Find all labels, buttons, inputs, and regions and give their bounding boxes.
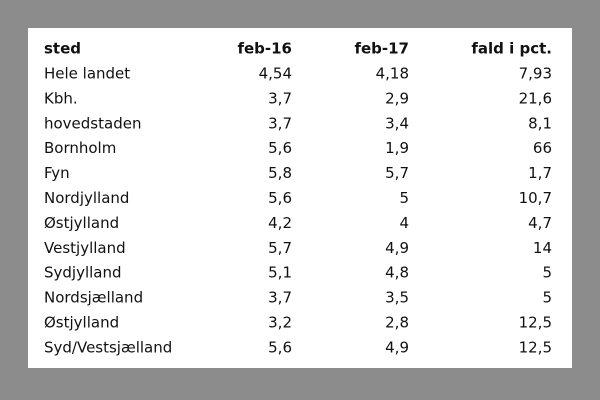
table-cell: 21,6 [519, 89, 552, 107]
table-cell: Nordsjælland [44, 289, 143, 307]
table-cell: Hele landet [44, 65, 130, 83]
table-cell: 5,6 [268, 139, 292, 157]
table-cell: 12,5 [519, 338, 552, 356]
table-cell: 12,5 [519, 314, 552, 332]
table-cell: 7,93 [519, 65, 552, 83]
table-cell: 4,9 [385, 338, 409, 356]
header-cell: feb-16 [237, 40, 292, 58]
table-cell: 5 [542, 264, 552, 282]
table-cell: 4,18 [376, 65, 409, 83]
table-cell: Østjylland [44, 214, 119, 232]
table-cell: 8,1 [528, 114, 552, 132]
table-cell: 5 [399, 189, 409, 207]
table-cell: 5,7 [268, 239, 292, 257]
table-cell: 5,8 [268, 164, 292, 182]
table-cell: Nordjylland [44, 189, 129, 207]
table-cell: Østjylland [44, 314, 119, 332]
table-cell: Kbh. [44, 89, 78, 107]
table-cell: 2,9 [385, 89, 409, 107]
table-cell: hovedstaden [44, 114, 141, 132]
table-cell: 66 [533, 139, 552, 157]
header-cell: feb-17 [354, 40, 409, 58]
table-cell: 3,4 [385, 114, 409, 132]
table-cell: 1,7 [528, 164, 552, 182]
table-cell: 2,8 [385, 314, 409, 332]
table-cell: Sydjylland [44, 264, 122, 282]
table-cell: 14 [533, 239, 552, 257]
table-cell: 3,2 [268, 314, 292, 332]
table-cell: 3,7 [268, 89, 292, 107]
table-cell: Fyn [44, 164, 70, 182]
table-cell: 5,6 [268, 189, 292, 207]
table-cell: 1,9 [385, 139, 409, 157]
table-cell: 5,6 [268, 338, 292, 356]
table-cell: 3,7 [268, 289, 292, 307]
table-cell: 10,7 [519, 189, 552, 207]
table-cell: 4,7 [528, 214, 552, 232]
table-cell: 4,9 [385, 239, 409, 257]
table-cell: 4,8 [385, 264, 409, 282]
table-cell: 4 [399, 214, 409, 232]
table-panel [28, 28, 572, 368]
table-cell: 4,2 [268, 214, 292, 232]
table-cell: Vestjylland [44, 239, 126, 257]
table-cell: Bornholm [44, 139, 116, 157]
header-cell: sted [44, 40, 81, 58]
table-cell: 5,7 [385, 164, 409, 182]
table-cell: 4,54 [259, 65, 292, 83]
table-cell: Syd/Vestsjælland [44, 338, 172, 356]
table-cell: 3,7 [268, 114, 292, 132]
table-cell: 3,5 [385, 289, 409, 307]
table-cell: 5,1 [268, 264, 292, 282]
header-cell: fald i pct. [471, 40, 552, 58]
table-cell: 5 [542, 289, 552, 307]
table: sted feb-16 feb-17 fald i pct. Hele landet 4,… [44, 40, 552, 357]
